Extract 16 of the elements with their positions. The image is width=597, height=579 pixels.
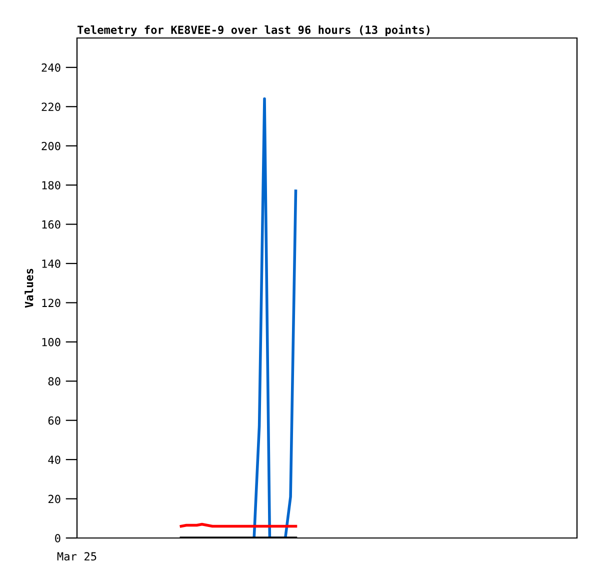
y-tick-label: 140 <box>42 259 60 268</box>
y-tick-label: 60 <box>48 416 60 425</box>
y-tick-label: 100 <box>42 338 60 346</box>
y-axis-title: Values <box>24 268 34 308</box>
y-tick-label: 120 <box>42 298 60 308</box>
y-tick-label: 160 <box>42 220 60 229</box>
y-tick-label: 180 <box>42 181 60 190</box>
y-tick-label: 80 <box>48 377 60 386</box>
y-tick-label: 220 <box>42 102 60 112</box>
text: Mar 25 <box>57 552 96 561</box>
y-tick-label: 20 <box>48 494 60 504</box>
y-tick-label: 0 <box>55 534 60 542</box>
y-tick-label: 200 <box>42 142 60 150</box>
y-tick-label: 240 <box>42 63 60 72</box>
y-tick-label: 40 <box>48 456 60 464</box>
chart-title: Telemetry for KE8VEE-9 over last 96 hours (13 points) <box>77 24 430 36</box>
